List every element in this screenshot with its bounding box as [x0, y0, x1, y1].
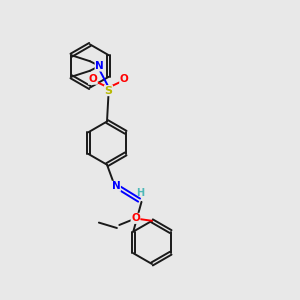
Text: S: S — [104, 85, 112, 96]
Text: O: O — [131, 213, 140, 224]
Text: N: N — [112, 181, 120, 191]
Text: N: N — [95, 61, 104, 71]
Text: H: H — [136, 188, 144, 199]
Text: O: O — [120, 74, 128, 84]
Text: O: O — [88, 74, 97, 84]
